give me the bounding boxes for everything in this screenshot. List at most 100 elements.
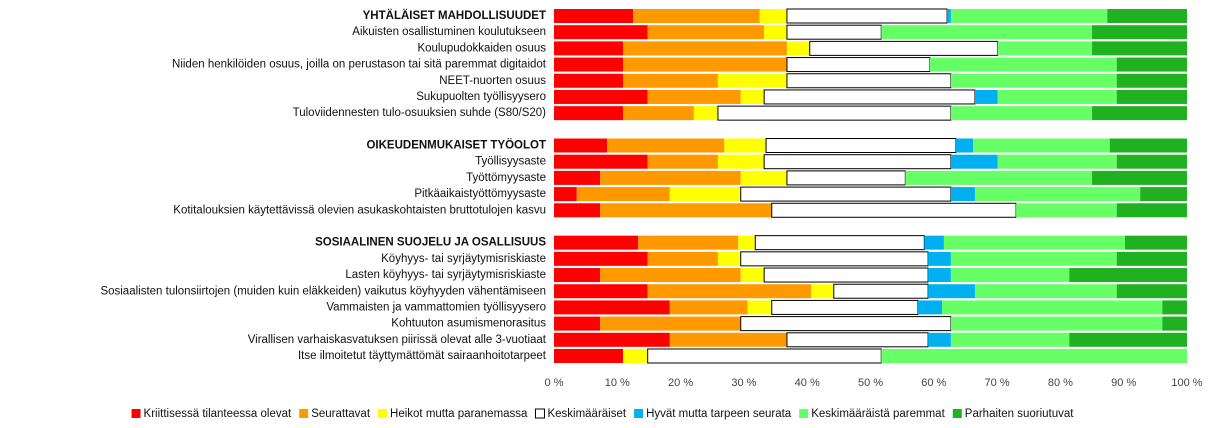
category-label: NEET-nuorten osuus [439, 75, 546, 87]
x-tick-label: 0 % [545, 377, 564, 389]
x-tick-label: 90 % [1111, 377, 1136, 389]
x-tick-label: 60 % [921, 377, 946, 389]
bar-segment [974, 187, 1141, 202]
category-label: Köyhyys- tai syrjäytymisriskiaste [381, 253, 546, 265]
bar-segment [576, 187, 670, 202]
legend-swatch [378, 409, 388, 418]
bar-segment [1140, 187, 1187, 202]
x-tick-label: 80 % [1048, 377, 1073, 389]
bar-segment [809, 40, 999, 56]
x-tick-label: 30 % [731, 377, 756, 389]
bar-segment [786, 41, 810, 56]
bar-segment [717, 105, 952, 121]
category-label: Koulupudokkaiden osuus [417, 42, 546, 54]
bar-segment [881, 348, 1187, 363]
bar-segment [763, 154, 952, 170]
bar-segment [554, 235, 639, 250]
bar-segment [997, 89, 1117, 104]
bar-segment [881, 25, 1093, 40]
bar-segment [1116, 89, 1187, 104]
bar-segment [765, 138, 957, 154]
legend-label: Parhaiten suoriutuvat [965, 408, 1074, 420]
bar-segment [950, 73, 1117, 88]
category-label: Lasten köyhyys- tai syrjäytymisriskiaste [345, 269, 546, 281]
bar-segment [1124, 235, 1187, 250]
x-tick-label: 100 % [1171, 377, 1202, 389]
legend-swatch [131, 409, 141, 418]
bar-segment [942, 300, 1163, 315]
bar-segment [740, 170, 787, 185]
x-tick-label: 20 % [668, 377, 693, 389]
bar-segment [1109, 138, 1187, 153]
bar-segment [771, 299, 919, 315]
bar-segment [669, 187, 741, 202]
bar-segment [717, 73, 787, 88]
bar-segment [717, 154, 765, 169]
bar-segment [1116, 57, 1187, 72]
bar-segment [693, 106, 718, 121]
bar-segment [554, 284, 648, 299]
bar-segment [554, 170, 601, 185]
category-label: Tuloviidennesten tulo-osuuksien suhde (S… [293, 107, 547, 119]
legend-label: Hyvät mutta tarpeen seurata [646, 408, 792, 420]
legend-label: Keskimääräiset [547, 408, 626, 420]
bar-segment [717, 251, 741, 266]
bar-segment [950, 332, 1070, 347]
bar-segment [622, 73, 718, 88]
category-label: Pitkäaikaistyöttömyysaste [414, 188, 546, 200]
bar-segment [647, 25, 765, 40]
bar-segment [554, 251, 648, 266]
bar-segment [554, 268, 601, 283]
legend: Kriittisessä tilanteessa olevat Seurattav… [131, 408, 1074, 420]
bar-segment [943, 235, 1125, 250]
bar-segment [607, 138, 725, 153]
bar-segment [738, 235, 756, 250]
bar-segment [997, 41, 1093, 56]
legend-swatch [952, 409, 962, 418]
bar-segment [740, 186, 952, 202]
bar-segment [1116, 154, 1187, 169]
bar-segment [554, 25, 648, 40]
category-label: YHTÄLÄISET MAHDOLLISUUDET [363, 9, 546, 22]
bar-segment [554, 9, 634, 23]
bar-segment [1092, 25, 1187, 40]
bar-segment [600, 268, 741, 283]
bar-segment [950, 187, 975, 202]
bar-segment [1116, 203, 1187, 218]
bar-segment [740, 251, 929, 267]
bar-segment [950, 268, 1070, 283]
bar-segment [622, 57, 787, 72]
bar-segment [554, 316, 601, 331]
bar-segment [928, 251, 951, 266]
bar-segment [600, 170, 741, 185]
bar-segment [669, 300, 748, 315]
bar-segment [554, 106, 623, 121]
bar-segment [917, 300, 943, 315]
bar-segment [1016, 203, 1117, 218]
category-label: Itse ilmoitetut täyttymättömät sairaanho… [298, 350, 547, 362]
legend-swatch [634, 409, 644, 418]
bar-segment [622, 41, 787, 56]
category-label: Vammaisten ja vammattomien työllisyysero [326, 301, 546, 313]
x-tick-label: 50 % [858, 377, 883, 389]
bar-segment [647, 251, 718, 266]
bar-segment [833, 283, 929, 299]
bar-segment [1107, 9, 1187, 23]
bar-segment [600, 316, 741, 331]
bar-segment [928, 332, 951, 347]
bar-segment [759, 9, 787, 23]
bar-segment [786, 73, 952, 89]
category-label: Sosiaalisten tulonsiirtojen (muiden kuin… [100, 285, 546, 297]
legend-label: Kriittisessä tilanteessa olevat [144, 408, 292, 420]
bar-segment [810, 284, 834, 299]
legend-swatch [799, 409, 809, 418]
bar-segment [950, 251, 1117, 266]
bar-segment [1092, 41, 1187, 56]
bar-segment [928, 268, 951, 283]
category-label: OIKEUDENMUKAISET TYÖOLOT [366, 139, 546, 152]
legend-label: Heikot mutta paranemassa [390, 408, 528, 420]
category-label: Kohtuuton asumismenorasitus [391, 318, 546, 330]
bar-segment [1069, 268, 1187, 283]
category-label: Aikuisten osallistuminen koulutukseen [352, 26, 546, 38]
bar-segment [1162, 300, 1187, 315]
